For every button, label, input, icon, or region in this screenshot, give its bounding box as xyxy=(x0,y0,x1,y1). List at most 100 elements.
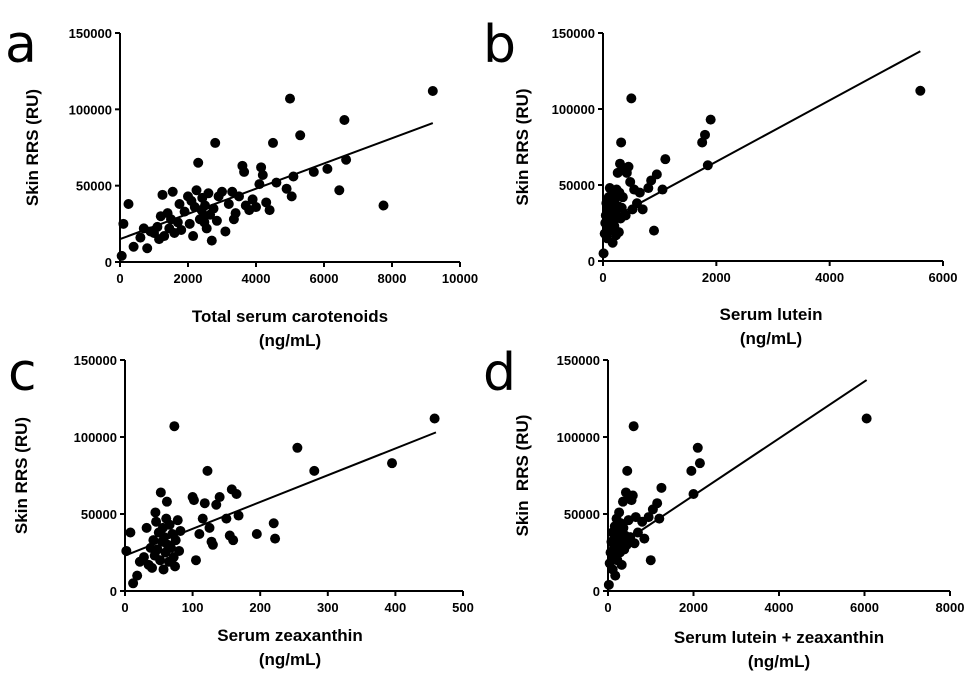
data-point xyxy=(292,442,303,453)
data-point xyxy=(378,200,389,211)
data-point xyxy=(121,545,132,556)
x-tick-label: 2000 xyxy=(702,270,731,285)
data-point xyxy=(135,232,146,243)
y-tick-label: 100000 xyxy=(557,430,600,445)
data-point xyxy=(152,221,163,232)
data-point xyxy=(660,154,671,165)
data-point xyxy=(197,513,208,524)
panel-letter: a xyxy=(5,15,37,75)
x-axis-unit: (ng/mL) xyxy=(748,652,810,671)
data-point xyxy=(151,516,162,527)
x-tick-label: 100 xyxy=(182,600,204,615)
data-point xyxy=(341,154,352,165)
data-point xyxy=(155,555,166,566)
data-point xyxy=(251,529,262,540)
data-point xyxy=(652,498,663,509)
data-point xyxy=(632,527,643,538)
data-point xyxy=(251,202,261,213)
data-point xyxy=(157,189,168,200)
data-point xyxy=(387,458,398,469)
data-point xyxy=(613,227,624,238)
y-tick-label: 50000 xyxy=(564,507,600,522)
x-tick-label: 6000 xyxy=(929,270,958,285)
data-point xyxy=(629,538,640,549)
data-point xyxy=(172,217,183,228)
x-tick-label: 0 xyxy=(604,600,611,615)
y-tick-label: 150000 xyxy=(74,353,117,368)
data-point xyxy=(637,204,648,215)
x-tick-label: 8000 xyxy=(378,271,407,286)
data-point xyxy=(204,522,215,533)
data-point xyxy=(617,192,628,203)
y-axis-title: Skin RRS (RU) xyxy=(23,89,42,206)
data-point xyxy=(634,187,645,198)
data-point xyxy=(254,179,265,190)
x-axis-unit: (ng/mL) xyxy=(740,329,802,348)
data-point xyxy=(199,498,210,509)
data-point xyxy=(148,535,159,546)
data-point xyxy=(230,208,241,219)
data-point xyxy=(603,579,614,590)
data-point xyxy=(164,519,175,530)
data-point xyxy=(174,545,185,556)
x-tick-label: 0 xyxy=(121,600,128,615)
data-point xyxy=(194,529,205,540)
data-point xyxy=(123,198,134,209)
data-point xyxy=(627,490,638,501)
data-point xyxy=(610,570,621,581)
data-point xyxy=(167,186,178,197)
data-point xyxy=(141,522,152,533)
data-point xyxy=(191,185,202,196)
data-point xyxy=(645,555,656,566)
x-tick-label: 2000 xyxy=(174,271,203,286)
y-tick-label: 150000 xyxy=(557,353,600,368)
data-point xyxy=(339,115,350,126)
data-point xyxy=(915,85,926,96)
data-point xyxy=(159,231,170,242)
data-point xyxy=(142,243,153,254)
data-point xyxy=(656,482,667,493)
x-tick-label: 4000 xyxy=(242,271,271,286)
data-point xyxy=(170,535,181,546)
y-tick-label: 100000 xyxy=(69,102,112,117)
data-point xyxy=(628,421,639,432)
data-point xyxy=(132,570,143,581)
x-tick-label: 4000 xyxy=(815,270,844,285)
data-point xyxy=(295,130,306,141)
data-point xyxy=(651,169,662,180)
data-point xyxy=(208,203,219,214)
x-tick-label: 0 xyxy=(116,271,123,286)
data-point xyxy=(625,176,636,187)
data-point xyxy=(308,166,319,177)
data-point xyxy=(176,224,187,235)
data-point xyxy=(700,129,710,140)
data-point xyxy=(125,527,136,538)
data-point xyxy=(211,499,222,510)
x-axis-title: Serum lutein + zeaxanthin xyxy=(674,628,884,647)
data-point xyxy=(234,191,244,202)
data-point xyxy=(200,200,210,211)
panel-letter: d xyxy=(483,343,516,403)
data-point xyxy=(639,533,650,544)
data-point xyxy=(207,539,218,550)
panel-d: d 0 50000 100000 150000 0 2000 4000 6000 8000 Skin… xyxy=(483,343,964,671)
data-point xyxy=(626,93,637,104)
data-point xyxy=(429,413,440,424)
data-point xyxy=(228,535,239,546)
data-point xyxy=(286,191,297,202)
data-point xyxy=(138,552,149,563)
regression-line xyxy=(607,379,868,554)
y-axis-title: Skin RRS (RU) xyxy=(12,417,31,534)
data-point xyxy=(622,465,633,476)
y-axis-title: Skin RRS (RU) xyxy=(513,88,532,205)
data-point xyxy=(697,137,708,148)
x-axis-unit: (ng/mL) xyxy=(259,650,321,669)
data-point xyxy=(231,488,242,499)
data-point xyxy=(692,442,703,453)
data-point xyxy=(158,564,169,575)
data-point xyxy=(247,194,258,205)
data-point xyxy=(705,114,716,125)
data-point xyxy=(649,225,659,236)
data-point xyxy=(621,539,632,550)
data-point xyxy=(618,522,629,533)
